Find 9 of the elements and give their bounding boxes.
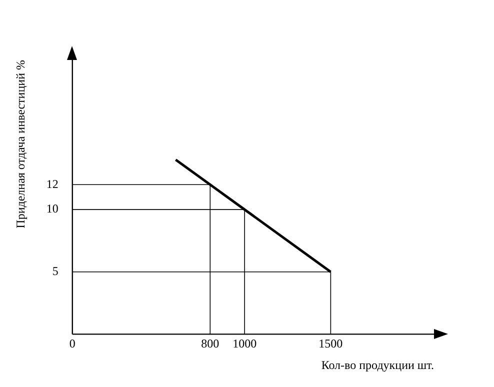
- y-tick-label: 10: [46, 202, 58, 216]
- x-tick-label: 1500: [318, 336, 343, 351]
- y-tick-label: 5: [52, 264, 58, 278]
- x-axis-title: Кол-во продукции шт.: [321, 358, 434, 372]
- x-tick-label: 0: [69, 336, 76, 351]
- y-tick-label: 12: [46, 176, 58, 191]
- x-tick-label: 800: [201, 336, 220, 351]
- y-axis-title: Приделная отдача инвестиций %: [13, 60, 28, 228]
- x-tick-label: 1000: [232, 336, 257, 351]
